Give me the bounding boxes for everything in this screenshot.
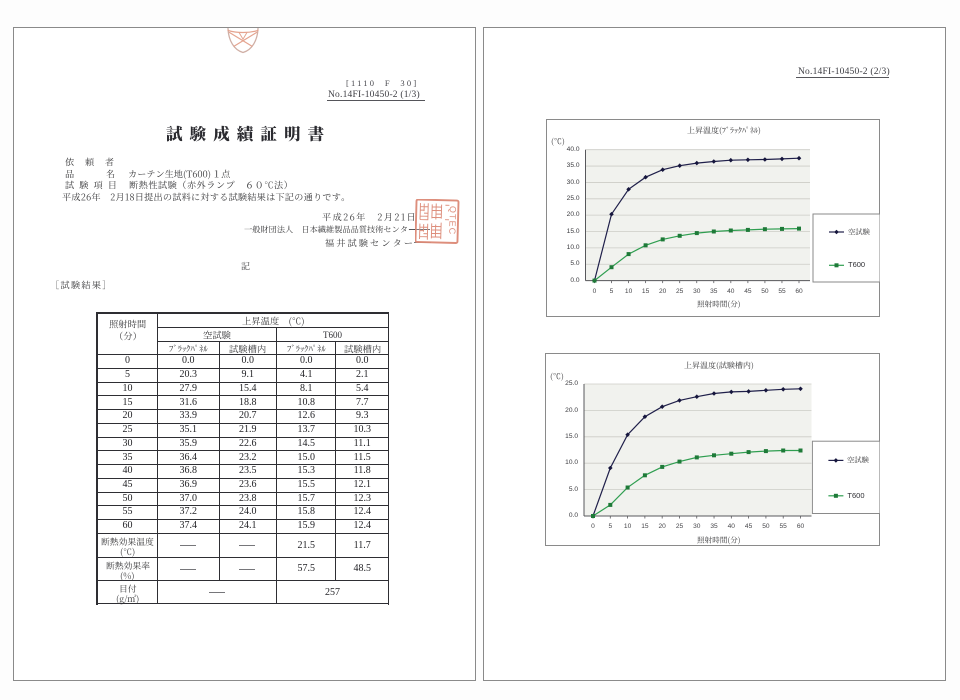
svg-text:QTEC: QTEC: [447, 206, 458, 236]
